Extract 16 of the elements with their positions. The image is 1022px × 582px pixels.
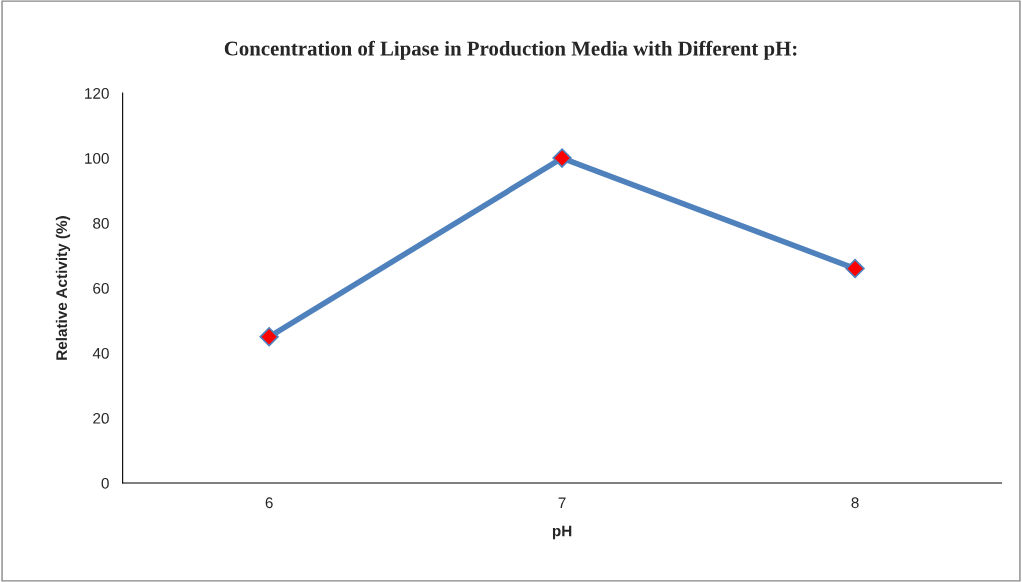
y-tick-label: 20 — [93, 412, 109, 424]
point — [259, 327, 279, 347]
x-tick-label: 6 — [265, 497, 273, 509]
y-tick-label: 0 — [101, 477, 109, 489]
x-tick-label: 8 — [851, 497, 859, 509]
point — [845, 258, 865, 279]
chart-title: Concentration of Lipase in Production Media with Different pH: — [224, 40, 797, 60]
y-tick-label: 60 — [93, 282, 109, 294]
point — [552, 148, 572, 168]
y-tick-label: 120 — [85, 87, 109, 99]
x-tick-label: 7 — [558, 497, 566, 509]
y-tick-label: 100 — [85, 152, 109, 164]
y-tick-label: 80 — [93, 217, 109, 229]
x-axis-title: pH — [552, 525, 572, 540]
y-tick-label: 40 — [92, 347, 109, 359]
y-axis-title: Relative Activity (%) — [55, 216, 71, 360]
